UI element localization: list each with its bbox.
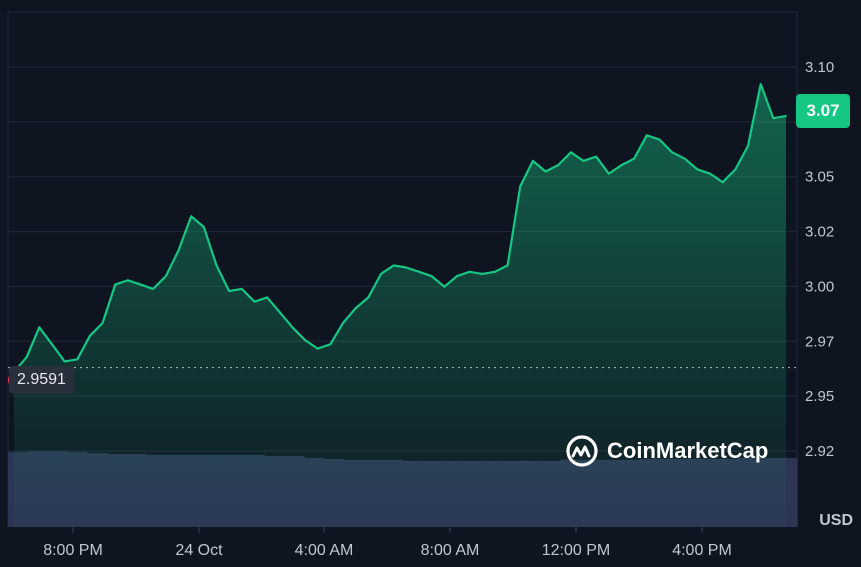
y-tick-label: 3.02 xyxy=(805,224,834,241)
price-point xyxy=(380,273,382,275)
y-tick-label: 3.10 xyxy=(805,59,834,76)
price-point xyxy=(544,170,547,173)
price-point xyxy=(101,322,104,324)
price-point xyxy=(721,181,724,184)
price-point xyxy=(139,283,142,286)
price-point xyxy=(620,164,623,167)
price-point xyxy=(202,226,205,228)
price-point xyxy=(89,334,91,337)
x-tick-label: 4:00 PM xyxy=(672,542,732,559)
price-point xyxy=(76,358,79,361)
x-tick-label: 8:00 AM xyxy=(421,542,480,559)
price-point xyxy=(506,264,509,267)
price-point xyxy=(177,249,180,252)
y-tick-label: 3.00 xyxy=(805,278,834,295)
x-tick-label: 24 Oct xyxy=(175,542,223,559)
price-point xyxy=(418,270,420,273)
price-point xyxy=(519,185,522,188)
price-area-fill xyxy=(14,84,786,527)
price-point xyxy=(25,356,28,358)
price-point xyxy=(266,296,268,299)
price-point xyxy=(253,300,256,303)
price-line xyxy=(13,83,787,373)
price-point xyxy=(354,307,357,309)
price-point xyxy=(215,264,218,267)
x-axis-ticks: 8:00 PM 24 Oct 4:00 AM 8:00 AM 12:00 PM 4:00 … xyxy=(43,527,732,559)
coinmarketcap-logo-icon xyxy=(566,435,598,467)
price-point xyxy=(278,311,281,314)
price-point xyxy=(658,138,661,141)
price-point xyxy=(405,266,408,269)
brand-name: CoinMarketCap xyxy=(607,438,769,463)
price-point xyxy=(443,285,446,288)
price-point xyxy=(772,117,775,120)
price-point xyxy=(38,326,41,329)
x-tick-label: 8:00 PM xyxy=(43,542,103,559)
price-point xyxy=(228,290,231,292)
price-point xyxy=(291,326,294,329)
price-point xyxy=(747,145,749,147)
price-point xyxy=(734,168,737,171)
price-point xyxy=(671,151,673,154)
price-point xyxy=(759,83,762,85)
price-point xyxy=(785,115,787,117)
price-point xyxy=(557,164,560,167)
price-point xyxy=(51,343,53,346)
open-price-label: 2.9591 xyxy=(9,366,74,394)
price-point xyxy=(63,360,66,363)
y-tick-label: 2.97 xyxy=(805,333,834,350)
price-point xyxy=(329,343,332,346)
x-tick-label: 12:00 PM xyxy=(542,542,610,559)
price-point xyxy=(683,157,686,160)
price-point xyxy=(165,275,167,277)
price-point xyxy=(152,288,155,290)
currency-label: USD xyxy=(819,512,853,529)
price-point xyxy=(240,288,243,290)
price-point xyxy=(316,347,319,350)
price-point xyxy=(709,172,711,175)
x-tick-label: 4:00 AM xyxy=(295,542,354,559)
price-point xyxy=(645,134,648,137)
price-point xyxy=(304,339,306,341)
brand-watermark: CoinMarketCap xyxy=(565,434,768,468)
price-point xyxy=(430,275,433,277)
price-point xyxy=(190,215,193,218)
price-point xyxy=(342,322,344,324)
price-point xyxy=(633,157,635,160)
price-points xyxy=(13,83,787,373)
y-tick-label: 2.92 xyxy=(805,443,834,460)
price-point xyxy=(696,168,699,171)
current-price-tag: 3.07 xyxy=(796,94,850,128)
price-point xyxy=(114,283,117,286)
price-point xyxy=(607,172,610,175)
price-point xyxy=(570,151,572,154)
price-point xyxy=(367,296,370,299)
price-point xyxy=(582,160,585,162)
price-point xyxy=(532,160,534,162)
price-point xyxy=(595,155,598,158)
price-point xyxy=(127,279,129,282)
y-tick-label: 3.05 xyxy=(805,169,834,186)
price-point xyxy=(468,270,471,273)
price-point xyxy=(392,264,395,267)
price-point xyxy=(481,273,484,275)
price-point xyxy=(494,270,496,273)
price-point xyxy=(456,275,458,277)
y-tick-label: 2.95 xyxy=(805,388,834,405)
